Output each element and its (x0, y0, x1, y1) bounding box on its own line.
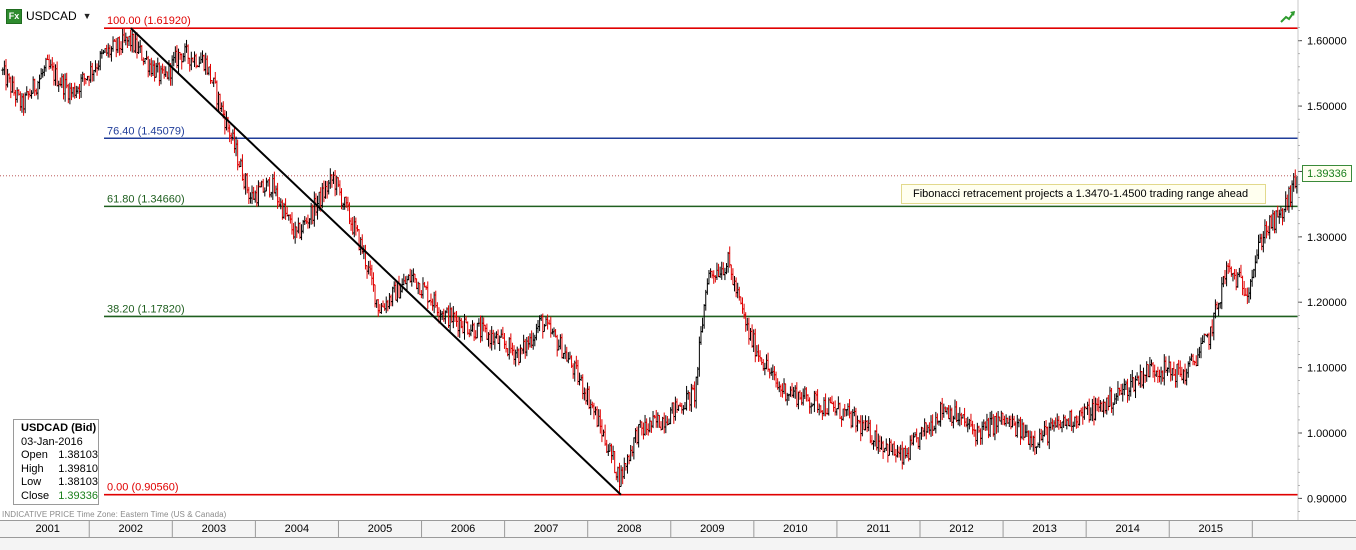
candlestick-series (1, 27, 1299, 494)
y-tick-label: 1.50000 (1307, 101, 1347, 113)
info-label: High (21, 462, 44, 475)
x-tick-label: 2006 (451, 523, 475, 535)
info-title: USDCAD (Bid) (21, 422, 97, 434)
fib-label: 100.00 (1.61920) (107, 15, 191, 27)
fib-label: 38.20 (1.17820) (107, 303, 185, 315)
info-label: Low (21, 476, 42, 488)
fib-label: 0.00 (0.90560) (107, 482, 179, 494)
info-row-low: Low 1.38103 (21, 476, 98, 490)
y-tick-label: 1.60000 (1307, 36, 1347, 48)
info-row-high: High 1.39810 (21, 463, 98, 477)
x-tick-label: 2013 (1032, 523, 1056, 535)
fibonacci-annotation[interactable]: Fibonacci retracement projects a 1.3470-… (901, 184, 1266, 204)
x-tick-label: 2011 (867, 523, 891, 535)
x-tick-label: 2012 (949, 523, 973, 535)
symbol-selector[interactable]: Fx USDCAD ▼ (6, 6, 92, 26)
trend-up-icon[interactable] (1280, 10, 1296, 24)
trend-line (130, 27, 622, 496)
ohlc-info-box: USDCAD (Bid) 03-Jan-2016 Open 1.38103 Hi… (13, 419, 99, 505)
fib-label: 76.40 (1.45079) (107, 125, 185, 137)
x-axis-band (0, 520, 1356, 550)
x-tick-label: 2007 (534, 523, 558, 535)
info-label: Close (21, 489, 50, 502)
x-tick-label: 2005 (368, 523, 392, 535)
x-tick-label: 2001 (35, 523, 59, 535)
x-tick-label: 2015 (1199, 523, 1223, 535)
footer-note: INDICATIVE PRICE Time Zone: Eastern Time… (2, 510, 227, 519)
y-tick-label: 1.10000 (1307, 363, 1347, 375)
info-value: 1.39810 (58, 462, 98, 475)
info-value: 1.38103 (58, 449, 98, 461)
x-tick-label: 2002 (119, 523, 143, 535)
info-label: Open (21, 449, 48, 461)
y-tick-label: 1.00000 (1307, 428, 1347, 440)
x-tick-label: 2008 (617, 523, 641, 535)
x-tick-label: 2003 (202, 523, 226, 535)
y-tick-label: 1.20000 (1307, 297, 1347, 309)
x-tick-label: 2014 (1115, 523, 1139, 535)
info-row-close: Close 1.39336 (21, 490, 98, 504)
fibonacci-levels: 100.00 (1.61920) 76.40 (1.45079) 61.80 (1.… (0, 15, 1298, 496)
info-value: 1.39336 (58, 489, 98, 502)
fx-icon: Fx (6, 8, 22, 24)
x-tick-label: 2009 (700, 523, 724, 535)
symbol-label[interactable]: USDCAD (26, 9, 77, 23)
fib-label: 61.80 (1.34660) (107, 193, 185, 205)
chevron-down-icon[interactable]: ▼ (82, 11, 92, 21)
info-date: 03-Jan-2016 (21, 435, 83, 448)
last-price-tag: 1.39336 (1302, 165, 1352, 182)
info-value: 1.38103 (58, 476, 98, 488)
y-tick-label: 0.90000 (1307, 493, 1347, 505)
y-tick-label: 1.30000 (1307, 232, 1347, 244)
x-tick-label: 2010 (783, 523, 807, 535)
x-tick-label: 2004 (285, 523, 309, 535)
trendline (130, 27, 622, 496)
info-row-open: Open 1.38103 (21, 449, 98, 463)
